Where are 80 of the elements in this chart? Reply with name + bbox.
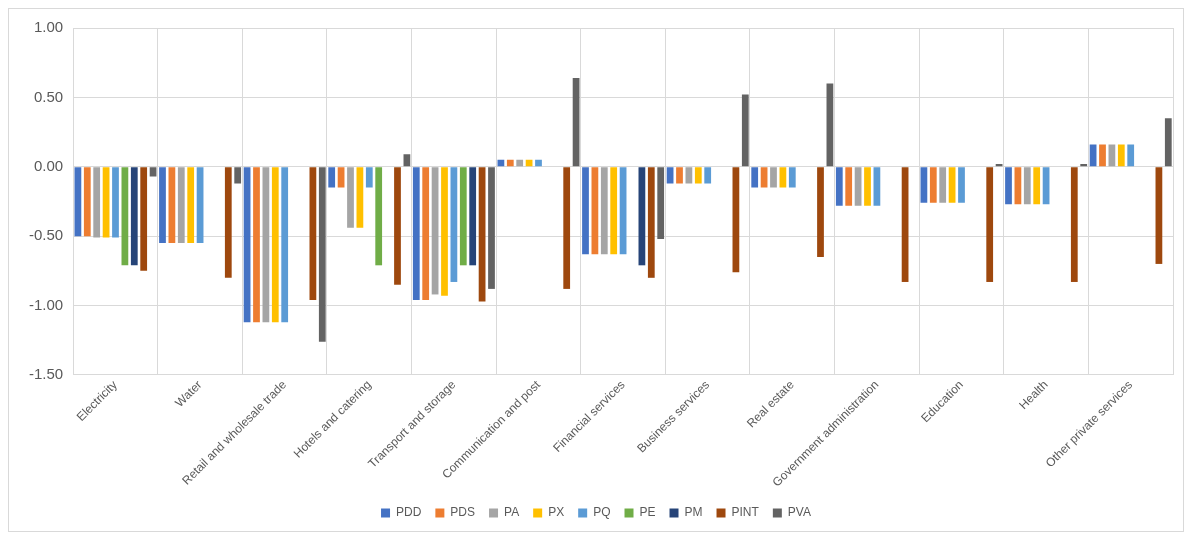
bar — [939, 167, 947, 203]
bar — [582, 167, 589, 255]
bar — [741, 94, 749, 167]
bar — [253, 167, 260, 323]
bar — [760, 167, 768, 188]
bar — [647, 167, 655, 278]
legend-label: PVA — [787, 505, 811, 520]
bar — [535, 159, 542, 167]
bar — [469, 167, 477, 266]
bar — [1164, 118, 1172, 167]
legend-label: PA — [504, 505, 520, 520]
bar — [704, 167, 712, 184]
bar — [779, 167, 787, 188]
bar — [1070, 167, 1078, 282]
bar — [130, 167, 138, 266]
bar — [864, 167, 871, 206]
bar — [365, 167, 373, 188]
bar — [271, 167, 279, 323]
bar — [159, 167, 166, 244]
bar — [140, 167, 148, 271]
bar — [958, 167, 965, 203]
bar — [610, 167, 618, 255]
bar — [770, 167, 777, 188]
bar — [347, 167, 354, 228]
bar — [986, 167, 994, 282]
bar — [1127, 144, 1135, 167]
legend-label: PE — [639, 505, 656, 520]
bar — [422, 167, 430, 301]
y-tick-label: -1.00 — [28, 295, 64, 313]
bar — [676, 167, 683, 184]
bar — [337, 167, 345, 188]
bar — [112, 167, 119, 238]
bar — [488, 167, 495, 289]
y-tick-label: 0.00 — [33, 156, 64, 174]
bar — [375, 167, 383, 266]
bar — [83, 167, 91, 237]
bar — [948, 167, 956, 203]
bar — [516, 159, 524, 167]
bar — [459, 167, 467, 266]
bar — [234, 167, 242, 184]
bar — [694, 167, 702, 184]
bar — [600, 167, 608, 255]
bar — [788, 167, 796, 188]
bar — [187, 167, 195, 244]
bar — [328, 167, 336, 188]
bar — [1033, 167, 1041, 205]
legend-label: PX — [548, 505, 565, 520]
bar — [845, 167, 853, 206]
bar — [817, 167, 824, 257]
y-tick-label: -1.50 — [28, 365, 64, 383]
bar — [929, 167, 937, 203]
legend-label: PM — [684, 505, 703, 520]
bar — [1080, 164, 1088, 167]
y-tick-label: -0.50 — [28, 226, 64, 244]
bar — [563, 167, 571, 289]
bar — [1099, 144, 1106, 167]
bar — [394, 167, 401, 285]
bar — [835, 167, 843, 206]
bar — [751, 167, 759, 188]
bar — [657, 167, 665, 239]
bar — [281, 167, 289, 323]
bar — [1023, 167, 1031, 205]
y-tick-label: 0.50 — [33, 87, 64, 105]
bar — [318, 167, 326, 342]
legend-label: PQ — [593, 505, 611, 520]
bar — [873, 167, 881, 206]
bar — [93, 167, 101, 238]
bar — [412, 167, 420, 301]
y-tick-label: 1.00 — [33, 18, 64, 36]
bar — [1005, 167, 1012, 205]
bar — [854, 167, 862, 206]
bar — [920, 167, 928, 203]
bar — [441, 167, 448, 296]
bar — [224, 167, 232, 278]
legend-label: PINT — [731, 505, 760, 520]
legend-label: PDS — [450, 505, 476, 520]
bar — [506, 159, 514, 167]
legend-label: PDD — [396, 505, 422, 520]
bar — [1117, 144, 1125, 167]
bar — [177, 167, 185, 244]
